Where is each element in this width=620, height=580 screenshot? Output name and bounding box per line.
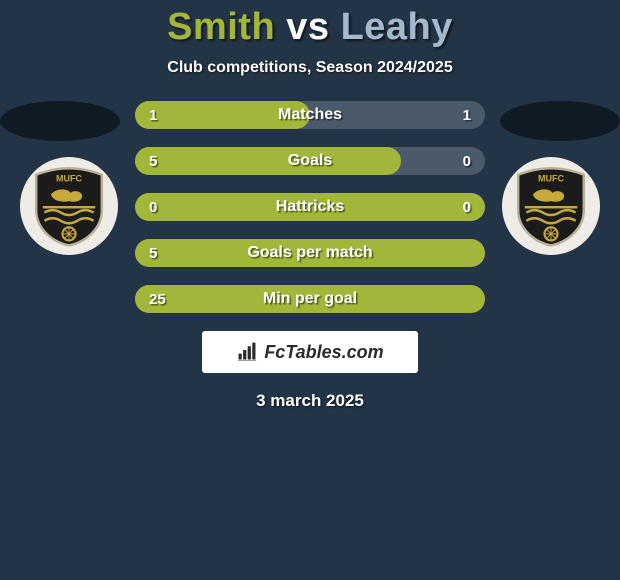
stat-bar-fill (135, 101, 310, 129)
footer-date: 3 march 2025 (0, 391, 620, 411)
player1-name: Smith (167, 6, 275, 48)
watermark: FcTables.com (202, 331, 418, 373)
svg-text:MUFC: MUFC (538, 173, 564, 183)
stat-bar-fill (135, 239, 485, 267)
club-crest-icon: MUFC (28, 165, 110, 247)
stat-bar-fill (135, 285, 485, 313)
stat-bars: 1Matches1 5Goals0 0Hattricks0 5Goals per ma… (135, 101, 485, 313)
stat-bar-row: 5Goals0 (135, 147, 485, 175)
player1-club-badge: MUFC (20, 157, 118, 255)
stat-bar-fill (135, 147, 401, 175)
comparison-stage: MUFC MUFC 1Matches1 5Goals0 0Hattricks0 5Go… (0, 101, 620, 313)
stat-right-value: 1 (463, 101, 471, 129)
comparison-title: Smith vs Leahy (0, 0, 620, 49)
subtitle: Club competitions, Season 2024/2025 (0, 59, 620, 77)
player1-silhouette (0, 101, 120, 141)
stat-bar-row: 25Min per goal (135, 285, 485, 313)
watermark-text: FcTables.com (264, 342, 383, 363)
stat-right-value: 0 (463, 147, 471, 175)
stat-bar-row: 0Hattricks0 (135, 193, 485, 221)
svg-text:MUFC: MUFC (56, 173, 82, 183)
club-crest-icon: MUFC (510, 165, 592, 247)
player2-name: Leahy (341, 6, 453, 48)
bar-chart-icon (236, 341, 258, 363)
stat-bar-fill (135, 193, 485, 221)
player2-club-badge: MUFC (502, 157, 600, 255)
player2-silhouette (500, 101, 620, 141)
stat-bar-row: 1Matches1 (135, 101, 485, 129)
vs-text: vs (286, 6, 329, 48)
stat-bar-row: 5Goals per match (135, 239, 485, 267)
